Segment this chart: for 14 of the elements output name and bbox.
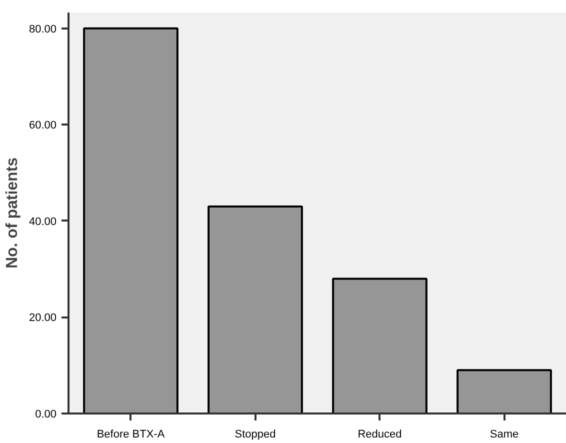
bar [332, 278, 428, 414]
y-tick-label: 40.00 [28, 216, 57, 228]
y-tick-label: 60.00 [28, 120, 57, 132]
y-axis-title: No. of patients [4, 157, 21, 269]
bar [208, 206, 303, 414]
x-tick-label: Stopped [234, 428, 276, 440]
x-tick-label: Before BTX-A [96, 428, 166, 440]
y-tick-label: 80.00 [28, 23, 57, 36]
y-tick-label: 0.00 [35, 408, 57, 420]
y-tick-label: 20.00 [28, 312, 57, 324]
bar [456, 369, 552, 414]
x-tick-label: Same [490, 428, 519, 440]
x-tick-label: Reduced [358, 428, 402, 440]
bar [83, 27, 178, 414]
